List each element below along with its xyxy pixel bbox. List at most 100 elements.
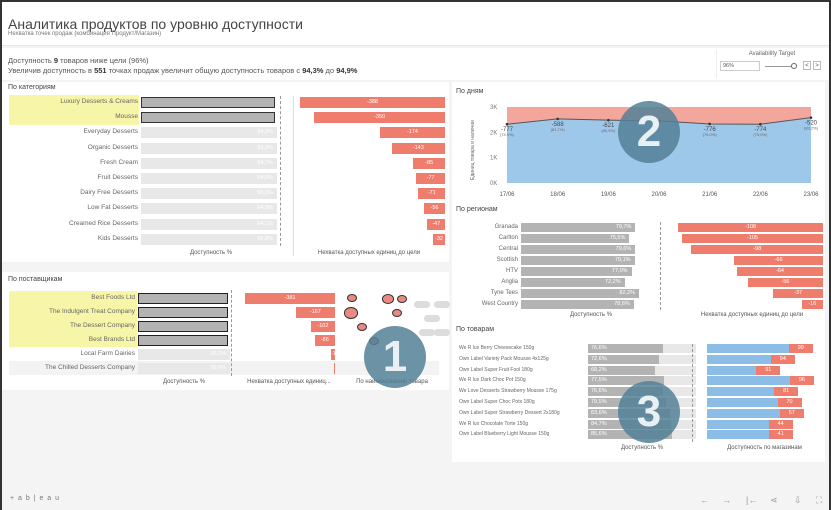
product-dot[interactable] <box>392 309 402 317</box>
availability-bar[interactable] <box>138 320 228 332</box>
store-gap-bar[interactable]: 99 <box>788 344 813 353</box>
supplier-label[interactable]: The Chilled Desserts Company <box>45 364 135 371</box>
availability-bar[interactable]: 82,2% <box>521 289 639 298</box>
product-dot[interactable] <box>357 323 367 331</box>
availability-bar[interactable]: 72,2% <box>521 278 625 287</box>
gap-bar[interactable]: -71 <box>418 188 445 200</box>
availability-bar[interactable]: 68,2% <box>588 365 655 375</box>
gap-bar[interactable]: -56 <box>747 278 823 287</box>
redo-icon[interactable]: → <box>722 495 731 505</box>
availability-bar[interactable] <box>138 292 228 304</box>
availability-bar[interactable]: 93,9% <box>141 142 277 154</box>
step-back-button[interactable]: < <box>803 61 811 70</box>
gap-bar[interactable]: -102 <box>310 320 335 332</box>
revert-icon[interactable]: |← <box>746 495 758 505</box>
store-availability-bar[interactable] <box>707 398 778 407</box>
product-label[interactable]: Own Label Super Strawberry Dessert 2x180… <box>459 409 560 416</box>
product-label[interactable]: Own Label Super Choc Pots 180g <box>459 399 535 405</box>
product-dot[interactable] <box>397 295 407 303</box>
region-label[interactable]: Scottish <box>496 257 518 263</box>
gap-bar[interactable]: -85 <box>413 157 445 169</box>
availability-bar[interactable]: 95,1% <box>138 348 230 360</box>
availability-bar[interactable]: 79,7% <box>521 223 636 232</box>
region-label[interactable]: Granada <box>494 224 518 230</box>
region-label[interactable]: Carlton <box>498 235 518 241</box>
store-gap-bar[interactable]: 41 <box>768 430 793 440</box>
category-label[interactable]: Low Fat Desserts <box>87 204 138 212</box>
availability-bar[interactable]: 76,6% <box>588 344 664 353</box>
availability-bar[interactable]: 94,8% <box>141 173 277 184</box>
availability-bar[interactable]: 93,9% <box>141 188 277 200</box>
availability-target-input[interactable]: 96% <box>720 61 760 71</box>
gap-bar[interactable]: -105 <box>682 234 823 243</box>
availability-bar[interactable]: 77,0% <box>521 267 632 276</box>
store-availability-bar[interactable] <box>707 387 775 397</box>
tableau-logo[interactable]: + a b | e a u <box>10 495 61 502</box>
product-dot[interactable] <box>347 294 357 302</box>
region-label[interactable]: Anglia <box>501 279 518 285</box>
product-label[interactable]: We R lux Chocolate Torte 150g <box>459 420 529 427</box>
category-label[interactable]: Mousse <box>115 113 138 121</box>
availability-bar[interactable] <box>141 97 275 108</box>
availability-bar[interactable]: 79,6% <box>521 245 636 254</box>
availability-bar[interactable]: 75,5% <box>521 234 630 243</box>
category-label[interactable]: Creamed Rice Desserts <box>69 219 138 227</box>
store-availability-bar[interactable] <box>707 376 790 386</box>
store-availability-bar[interactable] <box>707 365 757 375</box>
supplier-label[interactable]: Best Brands Ltd <box>88 336 135 343</box>
availability-bar[interactable]: 79,1% <box>521 256 635 265</box>
availability-bar[interactable] <box>138 334 228 346</box>
gap-bar[interactable]: -56 <box>424 203 445 215</box>
availability-target-slider[interactable] <box>765 66 793 67</box>
gap-bar[interactable]: -143 <box>391 142 445 154</box>
store-availability-bar[interactable] <box>707 344 789 353</box>
undo-icon[interactable]: ← <box>700 495 709 505</box>
gap-bar[interactable]: -16 <box>801 300 823 309</box>
gap-bar[interactable]: -37 <box>773 289 823 298</box>
gap-bar[interactable]: -350 <box>314 112 445 124</box>
store-gap-bar[interactable]: 96 <box>789 376 814 386</box>
product-dot[interactable] <box>382 294 394 304</box>
gap-bar[interactable] <box>334 362 335 374</box>
gap-bar[interactable]: -108 <box>678 223 823 232</box>
availability-bar[interactable] <box>141 112 275 124</box>
store-gap-bar[interactable]: 44 <box>768 419 793 429</box>
product-label[interactable]: We R lux Dark Choc Pot 150g <box>459 377 526 384</box>
category-label[interactable]: Everyday Desserts <box>83 128 138 136</box>
store-availability-bar[interactable] <box>707 430 769 440</box>
fullscreen-icon[interactable]: ⛶ <box>816 495 823 505</box>
gap-bar[interactable]: -64 <box>737 267 823 276</box>
supplier-label[interactable]: The Dessert Company <box>69 322 135 329</box>
store-gap-bar[interactable]: 81 <box>774 387 799 397</box>
share-icon[interactable]: ⋖ <box>770 495 778 505</box>
region-label[interactable]: West Country <box>481 301 518 307</box>
gap-bar[interactable]: -17 <box>330 348 339 360</box>
availability-bar[interactable]: 94,1% <box>141 218 277 230</box>
store-gap-bar[interactable]: 70 <box>777 398 802 407</box>
gap-bar[interactable]: -47 <box>427 218 445 230</box>
step-forward-button[interactable]: > <box>813 61 821 70</box>
product-label[interactable]: We R lux Berry Cheesecake 150g <box>459 345 535 351</box>
store-gap-bar[interactable]: 91 <box>756 365 781 375</box>
region-label[interactable]: Central <box>498 246 518 252</box>
product-label[interactable]: We Love Desserts Strawberry Mousse 175g <box>459 388 557 395</box>
category-label[interactable]: Dairy Free Desserts <box>80 189 138 197</box>
store-availability-bar[interactable] <box>707 408 780 418</box>
store-gap-bar[interactable]: 57 <box>779 408 804 418</box>
download-icon[interactable]: ⇩ <box>794 495 802 505</box>
region-label[interactable]: HTV <box>506 268 518 274</box>
gap-bar[interactable]: -86 <box>314 334 335 346</box>
availability-bar[interactable] <box>138 306 228 318</box>
category-label[interactable]: Kids Desserts <box>97 234 138 242</box>
availability-bar[interactable]: 95,8% <box>141 233 277 245</box>
region-label[interactable]: Tyne Tees <box>490 290 518 296</box>
gap-bar[interactable]: -388 <box>300 97 445 108</box>
gap-bar[interactable]: -167 <box>295 306 335 318</box>
category-label[interactable]: Fresh Cream <box>100 158 138 166</box>
store-availability-bar[interactable] <box>707 419 769 429</box>
store-availability-bar[interactable] <box>707 354 771 364</box>
availability-bar[interactable]: 94,9% <box>141 203 277 215</box>
gap-bar[interactable]: -66 <box>734 256 823 265</box>
availability-bar[interactable]: 78,6% <box>521 300 634 309</box>
product-label[interactable]: Own Label Super Fruit Fool 180g <box>459 366 533 373</box>
